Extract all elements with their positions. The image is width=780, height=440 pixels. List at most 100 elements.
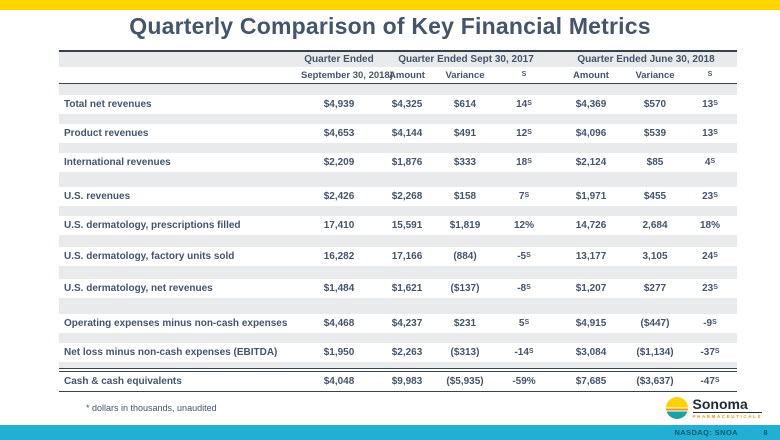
pct-symbol: S [713, 192, 718, 199]
table-row: International revenues $2,209 $1,876 $333 18… [59, 153, 737, 172]
cell-value: -59% [512, 376, 536, 387]
pct-symbol: S [524, 319, 530, 326]
cell-value: $614 [453, 99, 477, 110]
cell-value: 17,410 [323, 220, 355, 231]
pct-symbol: S [710, 158, 716, 165]
cell-value: 12% [513, 220, 534, 231]
row-label: Cash & cash equivalents [64, 376, 182, 387]
pct-symbol: S [712, 319, 717, 326]
pct-symbol: S [526, 252, 531, 259]
cell-value: 18S [516, 157, 532, 168]
cell-value: $4,048 [323, 376, 355, 387]
cell-value: ($1,134) [636, 347, 674, 358]
row-label: International revenues [64, 157, 171, 168]
cell-value: $3,084 [575, 347, 607, 358]
pct-symbol: S [713, 284, 718, 291]
cell-value: $1,950 [323, 347, 355, 358]
cell-value: 23S [702, 283, 718, 294]
cell-value: $4,144 [391, 128, 423, 139]
cell-value: 7S [518, 191, 530, 202]
cell-value: $4,325 [391, 99, 423, 110]
cell-value: 16,282 [323, 251, 355, 262]
table-row: U.S. dermatology, net revenues $1,484 $1,6… [59, 279, 737, 298]
cell-value: $539 [643, 128, 667, 139]
cell-value: $4,653 [323, 128, 355, 139]
cell-value: 5S [518, 318, 530, 329]
cell-value: ($447) [640, 318, 670, 329]
table-body: Total net revenues $4,939 $4,325 $614 14S $4,… [59, 95, 737, 391]
cell-value: $158 [453, 191, 477, 202]
table-group-header-row: Quarter Ended Quarter Ended Sept 30, 201… [59, 52, 737, 67]
table-sub-header-row: September 30, 2018) Amount Variance S Am… [59, 67, 737, 84]
cell-value: ($5,935) [446, 376, 484, 387]
cell-value: $4,369 [575, 99, 607, 110]
cell-value: $7,685 [575, 376, 607, 387]
pct-symbol: S [524, 192, 530, 199]
row-label: U.S. dermatology, prescriptions filled [64, 220, 241, 231]
pct-symbol: S [526, 284, 531, 291]
column-header-variance-june2018: Variance [635, 70, 675, 81]
cell-value: 17,166 [391, 251, 423, 262]
cell-value: 23S [702, 191, 718, 202]
cell-value: $491 [453, 128, 477, 139]
cell-value: -9S [703, 318, 717, 329]
cell-value: $2,124 [575, 157, 607, 168]
column-group-q2-2018: Quarter Ended June 30, 2018 [577, 54, 715, 65]
cell-value: $1,207 [575, 283, 607, 294]
cell-value: $277 [643, 283, 667, 294]
row-label: U.S. dermatology, factory units sold [64, 251, 235, 262]
cell-value: $4,237 [391, 318, 423, 329]
pct-symbol: S [713, 100, 718, 107]
row-label: Net loss minus non-cash expenses (EBITDA… [64, 347, 278, 358]
cell-value: $1,971 [575, 191, 607, 202]
column-header-amount-2017: Amount [389, 70, 425, 81]
cell-value: 24S [702, 251, 718, 262]
cell-value: $2,209 [323, 157, 355, 168]
cell-value: -14S [514, 347, 534, 358]
row-label: Operating expenses minus non-cash expens… [64, 318, 288, 329]
footnote: * dollars in thousands, unaudited [86, 403, 217, 413]
table-row: Product revenues $4,653 $4,144 $491 12S $4,09… [59, 124, 737, 143]
cell-value: 12S [516, 128, 532, 139]
total-separator-rule [59, 368, 737, 372]
column-header-sep-2018: September 30, 2018) [301, 70, 393, 81]
cell-value: $231 [453, 318, 477, 329]
column-group-q3-2018: Quarter Ended [304, 54, 374, 65]
pct-symbol: S [714, 377, 720, 384]
cell-value: $2,268 [391, 191, 423, 202]
cell-value: (884) [453, 251, 477, 262]
logo-company-subtitle: PHARMACEUTICALS [692, 414, 762, 419]
cell-value: 18% [699, 220, 720, 231]
cell-value: $1,819 [449, 220, 481, 231]
cell-value: $1,484 [323, 283, 355, 294]
pct-symbol: S [528, 348, 534, 355]
top-accent-bar [0, 0, 780, 10]
row-label: Total net revenues [64, 99, 152, 110]
cell-value: -47S [700, 376, 720, 387]
ticker-label: NASDAQ: SNOA [674, 428, 738, 437]
cell-value: 3,105 [642, 251, 668, 262]
pct-symbol: S [527, 100, 532, 107]
cell-value: $2,426 [323, 191, 355, 202]
sonoma-sun-icon [665, 397, 688, 419]
table-row: U.S. dermatology, factory units sold 16,2… [59, 247, 737, 266]
table-row: Total net revenues $4,939 $4,325 $614 14S $4,… [59, 95, 737, 114]
cell-value: $2,263 [391, 347, 423, 358]
cell-value: 15,591 [391, 220, 423, 231]
bottom-footer-bar: NASDAQ: SNOA 8 [0, 425, 780, 440]
cell-value: $570 [643, 99, 667, 110]
logo-company-name: Sonoma [692, 397, 762, 413]
cell-value: $1,876 [391, 157, 423, 168]
pct-symbol: S [527, 158, 532, 165]
page-number: 8 [763, 428, 768, 437]
table-row: Cash & cash equivalents $4,048 $9,983 ($5,9… [59, 372, 737, 391]
cell-value: $4,915 [575, 318, 607, 329]
table-row: Operating expenses minus non-cash expens… [59, 314, 737, 333]
pct-symbol: S [527, 129, 532, 136]
page-title: Quarterly Comparison of Key Financial Me… [129, 13, 651, 39]
cell-value: 13S [702, 128, 718, 139]
table-row: Net loss minus non-cash expenses (EBITDA… [59, 343, 737, 362]
column-header-variance-2017: Variance [445, 70, 485, 81]
cell-value: $4,468 [323, 318, 355, 329]
cell-value: -37S [700, 347, 720, 358]
